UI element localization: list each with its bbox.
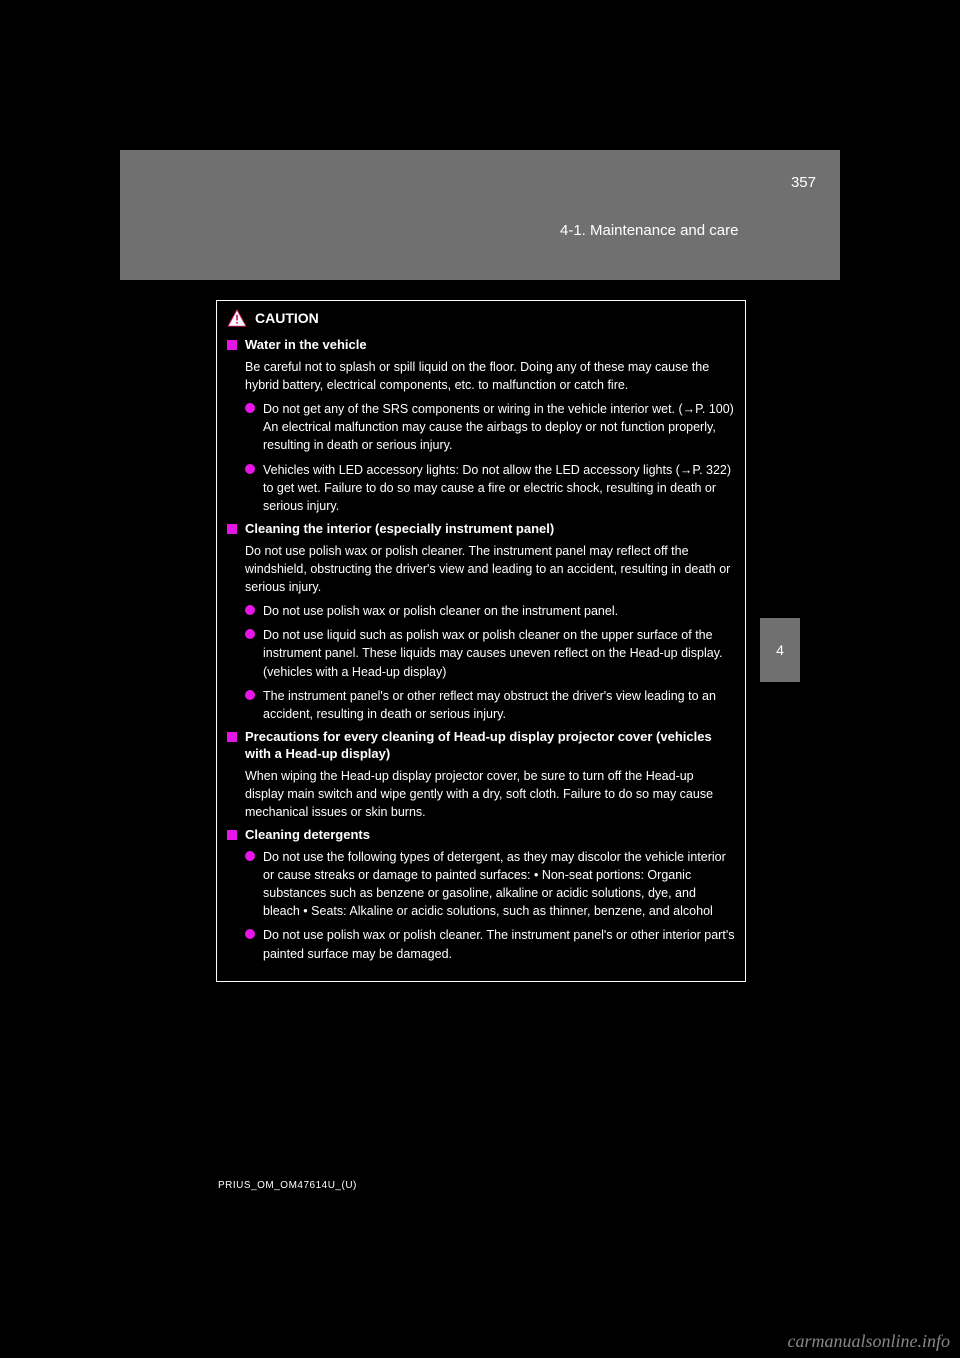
chapter-tab: 4 bbox=[760, 618, 800, 682]
bullet-item: The instrument panel's or other reflect … bbox=[245, 687, 735, 723]
page-number: 357 bbox=[791, 174, 816, 191]
bullet-text: The instrument panel's or other reflect … bbox=[263, 687, 735, 723]
caution-label: CAUTION bbox=[255, 310, 319, 326]
bullet-text: Do not use liquid such as polish wax or … bbox=[263, 626, 735, 680]
bullet-item: Do not use liquid such as polish wax or … bbox=[245, 626, 735, 680]
warning-icon bbox=[227, 309, 247, 327]
section-title-text: Cleaning the interior (especially instru… bbox=[245, 521, 554, 538]
header-bar: 357 4-1. Maintenance and care bbox=[120, 150, 840, 280]
round-bullet-icon bbox=[245, 851, 255, 861]
section-title: 4-1. Maintenance and care bbox=[560, 222, 738, 239]
bullet-text: Do not use the following types of deterg… bbox=[263, 848, 735, 921]
round-bullet-icon bbox=[245, 605, 255, 615]
round-bullet-icon bbox=[245, 464, 255, 474]
section-heading: Cleaning detergents bbox=[227, 827, 735, 844]
round-bullet-icon bbox=[245, 690, 255, 700]
section-heading: Precautions for every cleaning of Head-u… bbox=[227, 729, 735, 763]
watermark: carmanualsonline.info bbox=[788, 1331, 951, 1352]
section-body: Be careful not to splash or spill liquid… bbox=[245, 358, 735, 394]
section-title-text: Cleaning detergents bbox=[245, 827, 370, 844]
bullet-item: Do not use polish wax or polish cleaner … bbox=[245, 602, 735, 620]
square-bullet-icon bbox=[227, 732, 237, 742]
bullet-item: Do not use polish wax or polish cleaner.… bbox=[245, 926, 735, 962]
bullet-text: Vehicles with LED accessory lights: Do n… bbox=[263, 461, 735, 515]
bullet-item: Do not use the following types of deterg… bbox=[245, 848, 735, 921]
square-bullet-icon bbox=[227, 830, 237, 840]
section-title-text: Water in the vehicle bbox=[245, 337, 367, 354]
caution-section: Cleaning detergents Do not use the follow… bbox=[227, 827, 735, 963]
section-heading: Cleaning the interior (especially instru… bbox=[227, 521, 735, 538]
section-body: When wiping the Head-up display projecto… bbox=[245, 767, 735, 821]
bullet-text: Do not use polish wax or polish cleaner.… bbox=[263, 926, 735, 962]
caution-section: Precautions for every cleaning of Head-u… bbox=[227, 729, 735, 821]
round-bullet-icon bbox=[245, 929, 255, 939]
square-bullet-icon bbox=[227, 340, 237, 350]
caution-content: Water in the vehicle Be careful not to sp… bbox=[227, 337, 735, 963]
caution-section: Water in the vehicle Be careful not to sp… bbox=[227, 337, 735, 515]
square-bullet-icon bbox=[227, 524, 237, 534]
chapter-tab-number: 4 bbox=[776, 642, 784, 658]
section-heading: Water in the vehicle bbox=[227, 337, 735, 354]
chapter-tab-label: Maintenance and care bbox=[804, 620, 816, 729]
section-title-text: Precautions for every cleaning of Head-u… bbox=[245, 729, 735, 763]
bullet-item: Do not get any of the SRS components or … bbox=[245, 400, 735, 454]
caution-header: CAUTION bbox=[227, 309, 735, 327]
bullet-text: Do not get any of the SRS components or … bbox=[263, 400, 735, 454]
section-body: Do not use polish wax or polish cleaner.… bbox=[245, 542, 735, 596]
round-bullet-icon bbox=[245, 629, 255, 639]
bullet-item: Vehicles with LED accessory lights: Do n… bbox=[245, 461, 735, 515]
bullet-text: Do not use polish wax or polish cleaner … bbox=[263, 602, 618, 620]
footer-code: PRIUS_OM_OM47614U_(U) bbox=[218, 1180, 357, 1191]
round-bullet-icon bbox=[245, 403, 255, 413]
caution-box: CAUTION Water in the vehicle Be careful n… bbox=[216, 300, 746, 982]
page: 357 4-1. Maintenance and care 4 Maintena… bbox=[120, 150, 840, 1220]
caution-section: Cleaning the interior (especially instru… bbox=[227, 521, 735, 723]
